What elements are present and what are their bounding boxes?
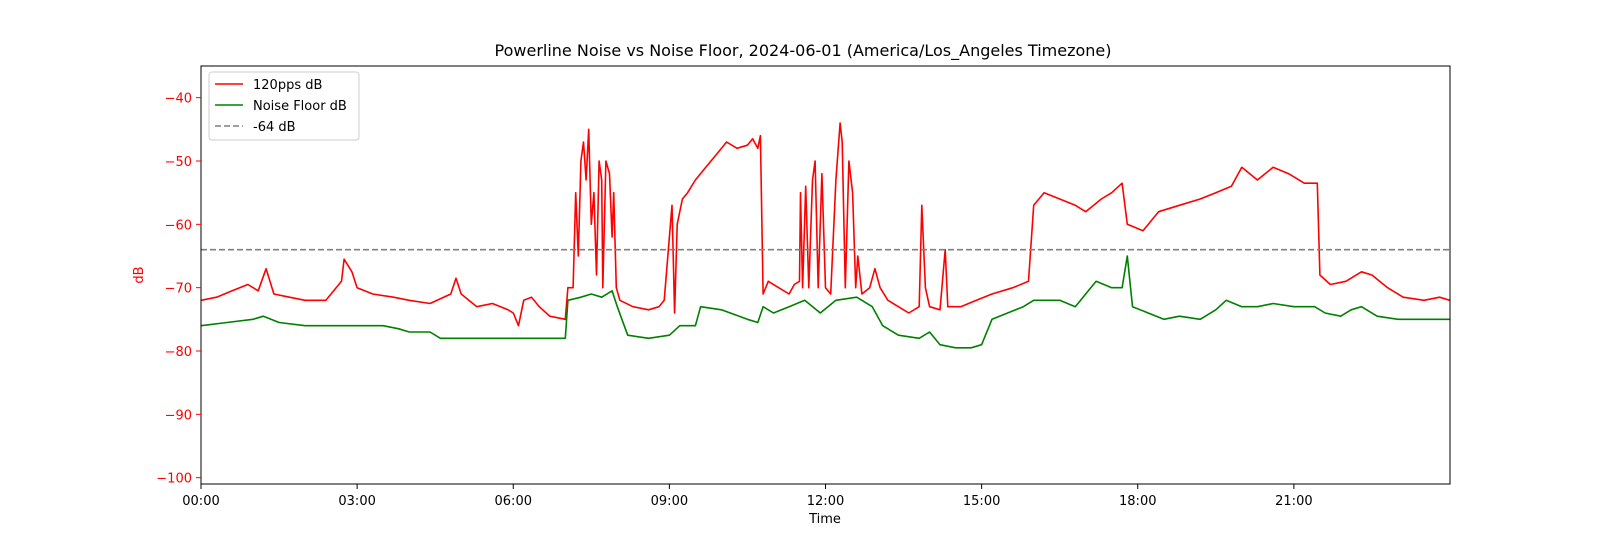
legend-label: 120pps dB (253, 78, 322, 93)
x-tick-label: 15:00 (963, 494, 1000, 509)
x-tick-label: 12:00 (807, 494, 844, 509)
legend: 120pps dB Noise Floor dB -64 dB (208, 71, 360, 141)
y-tick-label: −90 (165, 408, 192, 423)
y-tick-label: −100 (156, 472, 192, 487)
series-line-powerline-120pps (201, 122, 1450, 327)
y-tick-label: −40 (165, 92, 192, 107)
x-tick-label: 03:00 (338, 494, 375, 509)
y-tick-label: −60 (165, 218, 192, 233)
x-axis: 00:00 03:00 06:00 09:00 12:00 15:00 18:00 21:00 (182, 484, 1313, 509)
x-tick-label: 00:00 (182, 494, 219, 509)
legend-box (208, 71, 360, 141)
legend-label: Noise Floor dB (253, 99, 347, 114)
y-tick-label: −80 (165, 345, 192, 360)
y-axis-label: dB (132, 266, 147, 283)
x-tick-label: 06:00 (495, 494, 532, 509)
y-axis: −40 −50 −60 −70 −80 −90 −100 (156, 92, 201, 487)
series-line-noise-floor (201, 255, 1450, 349)
x-axis-label: Time (808, 512, 841, 527)
plot-area (200, 65, 1451, 485)
x-tick-label: 21:00 (1275, 494, 1312, 509)
legend-label: -64 dB (253, 120, 296, 135)
series-layer (201, 122, 1450, 349)
x-tick-label: 09:00 (651, 494, 688, 509)
chart-title: Powerline Noise vs Noise Floor, 2024-06-… (495, 41, 1112, 61)
y-tick-label: −70 (165, 282, 192, 297)
y-tick-label: −50 (165, 155, 192, 170)
x-tick-label: 18:00 (1119, 494, 1156, 509)
